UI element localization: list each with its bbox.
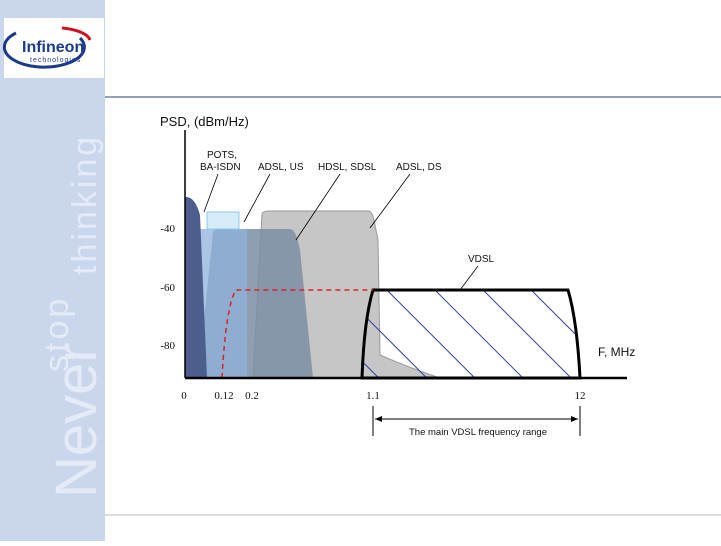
leader <box>295 173 341 241</box>
series-label: ADSL, DS <box>396 162 442 173</box>
slogan: Never stop thinking <box>38 134 109 498</box>
logo-swoosh <box>2 31 86 69</box>
leader <box>243 173 271 223</box>
pots-band <box>185 196 207 378</box>
y-axis-label: PSD, (dBm/Hz) <box>160 114 249 129</box>
series-label: POTS, <box>207 150 237 161</box>
range-label: The main VDSL frequency range <box>409 427 547 438</box>
x-tick-label: 1.1 <box>366 390 380 402</box>
x-tick-label: 0 <box>181 390 187 402</box>
leader <box>369 173 411 229</box>
logo-sub: technologies <box>30 57 81 64</box>
slogan-stop: stop <box>38 296 76 372</box>
range-marker: The main VDSL frequency range <box>372 406 581 438</box>
y-tick-label: -40 <box>160 223 175 235</box>
x-tick-label: 12 <box>575 390 586 402</box>
series-label: BA-ISDN <box>200 162 241 173</box>
spectrum <box>185 196 582 380</box>
slogan-never: Never <box>44 343 109 498</box>
series-label: VDSL <box>468 254 495 265</box>
slogan-thinking: thinking <box>66 134 104 275</box>
leader <box>459 265 479 291</box>
logo: Infineon technologies <box>2 18 104 78</box>
y-tick-label: -80 <box>160 340 175 352</box>
x-tick-label: 0.2 <box>245 390 259 402</box>
logo-name: Infineon <box>22 39 84 56</box>
logo-swoosh-red <box>61 26 92 41</box>
y-tick-label: -60 <box>160 282 175 294</box>
adsl-us-peak <box>206 211 240 230</box>
series-label: HDSL, SDSL <box>318 162 377 173</box>
series-label: ADSL, US <box>258 162 304 173</box>
x-axis-label: F, MHz <box>598 345 635 359</box>
leader <box>203 173 219 213</box>
x-tick-label: 0.12 <box>214 390 233 402</box>
vdsl-band <box>360 288 582 380</box>
sidebar <box>0 0 105 541</box>
